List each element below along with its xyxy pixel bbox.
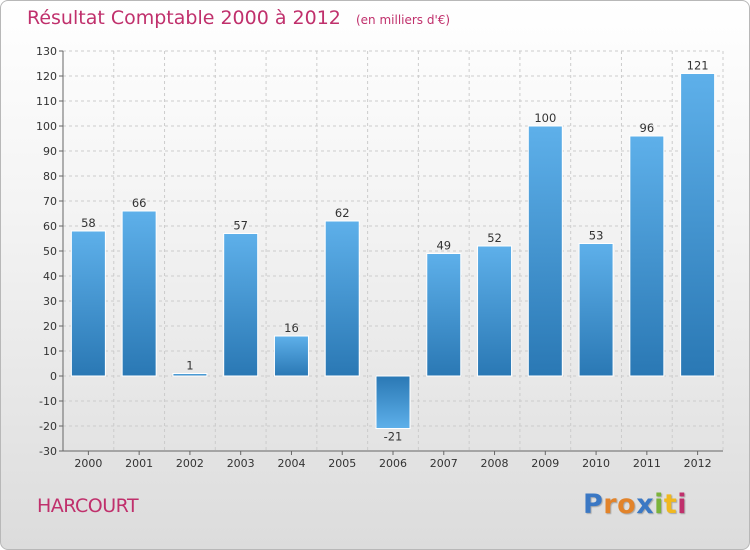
value-label-2010: 53 [589,229,604,243]
x-tick-label-2003: 2003 [227,457,255,470]
value-label-2003: 57 [233,219,248,233]
bar-2003 [223,233,259,377]
bar-2002 [172,373,208,377]
y-tick-label: 120 [36,70,57,83]
bar-2012 [680,73,716,377]
y-tick-label: 0 [50,370,57,383]
value-label-2008: 52 [487,231,502,245]
value-label-2006: -21 [384,430,403,444]
y-tick-label: 30 [43,295,57,308]
bar-2008 [477,245,513,377]
x-tick-label-2006: 2006 [379,457,407,470]
logo-letter: t [663,489,678,520]
y-tick-label: -10 [39,395,57,408]
y-tick-label: 50 [43,245,57,258]
bar-2011 [629,135,665,377]
x-tick-label-2011: 2011 [633,457,661,470]
bar-2007 [426,253,462,377]
value-label-2011: 96 [640,121,655,135]
bar-2005 [324,220,360,377]
x-tick-label-2012: 2012 [684,457,712,470]
value-label-2007: 49 [436,239,451,253]
bar-2006 [375,375,411,429]
logo-letter: x [636,489,655,520]
value-label-2009: 100 [534,111,556,125]
value-label-2000: 58 [81,216,96,230]
y-tick-label: 20 [43,320,57,333]
bars [70,73,716,429]
bar-2009 [527,125,563,377]
x-tick-label-2007: 2007 [430,457,458,470]
x-tick-label-2010: 2010 [582,457,610,470]
y-tick-label: 80 [43,170,57,183]
y-tick-label: -30 [39,445,57,458]
logo-letter: i [654,489,664,520]
y-tick-label: 10 [43,345,57,358]
y-tick-label: -20 [39,420,57,433]
value-label-2005: 62 [335,206,350,220]
x-tick-label-2000: 2000 [74,457,102,470]
town-name: HARCOURT [37,495,139,517]
axes: -30 -20 -10 0 10 20 30 40 50 60 70 80 90 100 110 120 130… [36,45,723,470]
x-tick-label-2002: 2002 [176,457,204,470]
logo-letter: r [603,489,618,520]
y-tick-label: 100 [36,120,57,133]
value-label-2002: 1 [186,359,193,373]
data-labels: 58 66 1 57 16 62 -21 49 52 100 53 96 121 [81,59,709,444]
x-tick-label-2005: 2005 [328,457,356,470]
value-label-2001: 66 [132,196,147,210]
bar-2004 [273,335,309,377]
bar-2010 [578,243,614,377]
x-tick-label-2001: 2001 [125,457,153,470]
x-tick-label-2009: 2009 [531,457,559,470]
y-tick-label: 90 [43,145,57,158]
bar-2001 [121,210,157,377]
chart-title: Résultat Comptable 2000 à 2012 [27,7,341,29]
y-tick-label: 40 [43,270,57,283]
y-tick-label: 70 [43,195,57,208]
chart-title-block: Résultat Comptable 2000 à 2012 (en milli… [27,7,450,29]
proxiti-logo: Proxiti [583,489,687,520]
logo-letter: o [617,489,637,520]
logo-letter: P [583,489,604,520]
value-label-2004: 16 [284,321,299,335]
x-tick-label-2008: 2008 [481,457,509,470]
bar-2000 [70,230,106,377]
chart-unit-note: (en milliers d'€) [355,13,451,27]
logo-letter: i [677,489,688,520]
y-tick-label: 130 [36,45,57,58]
x-tick-label-2004: 2004 [277,457,305,470]
y-tick-label: 60 [43,220,57,233]
y-tick-label: 110 [36,95,57,108]
value-label-2012: 121 [687,59,709,73]
